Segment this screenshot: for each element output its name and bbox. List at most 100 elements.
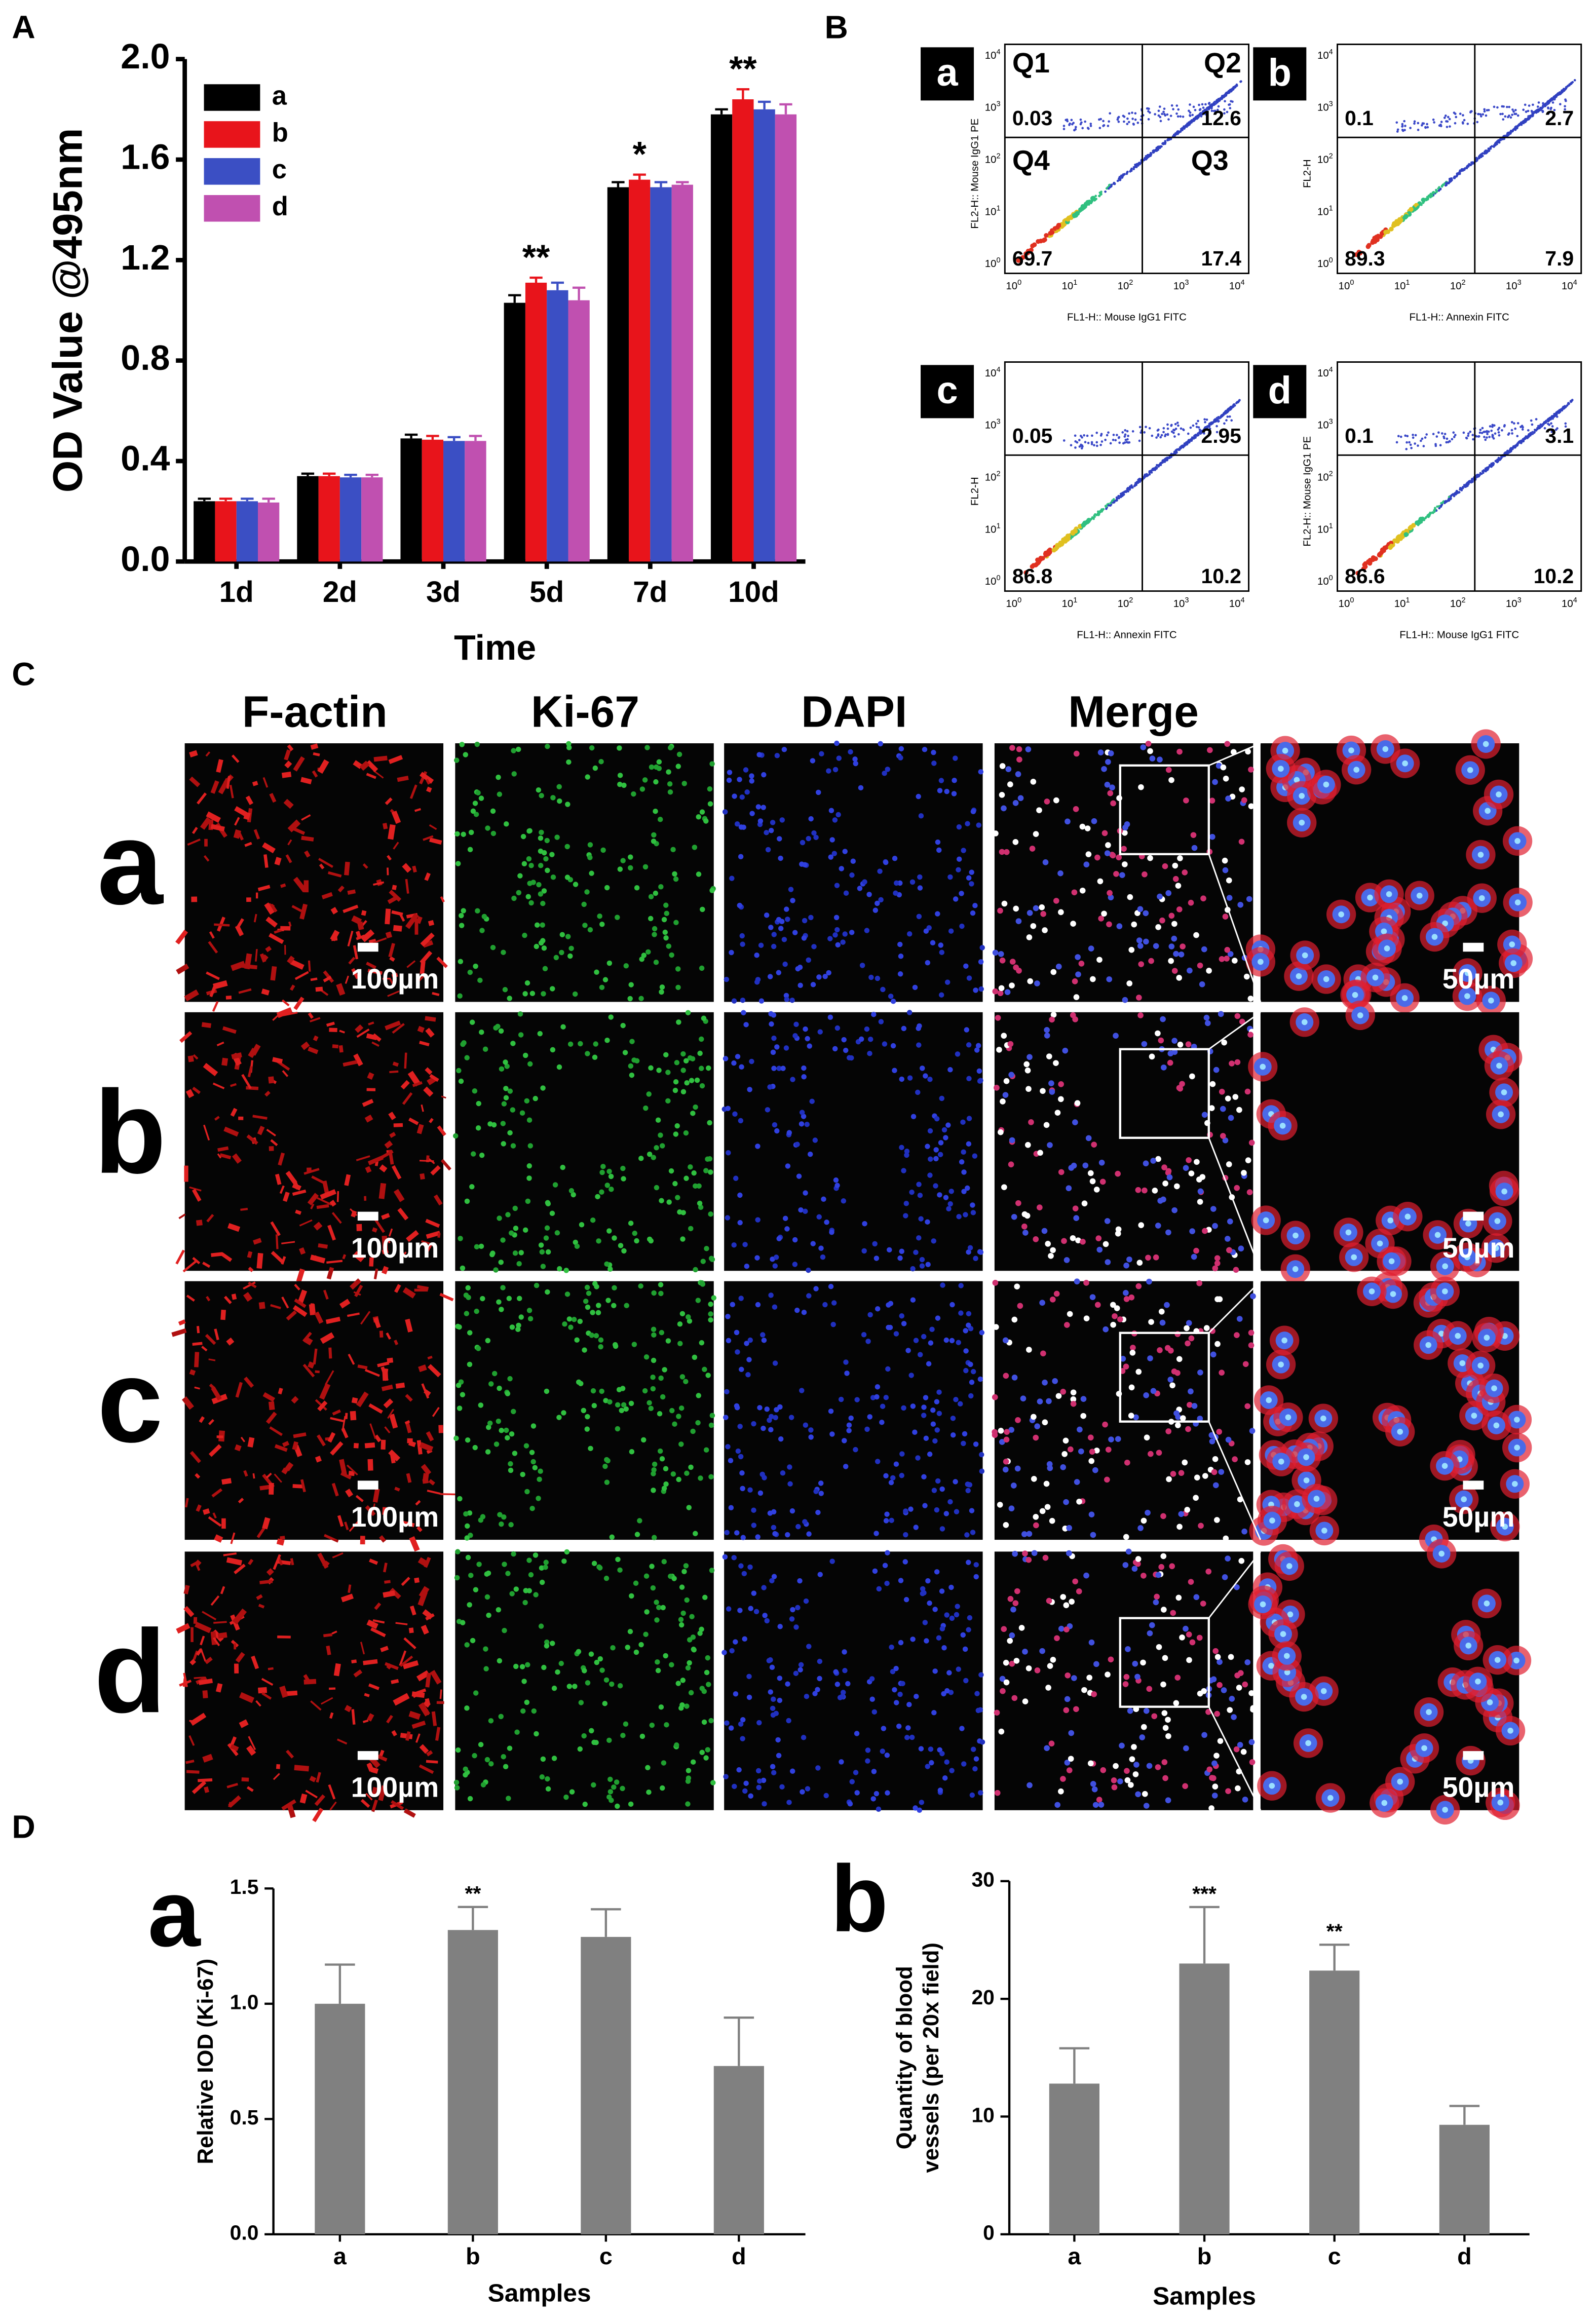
plot-letter-box [1253, 47, 1307, 101]
cell [311, 1175, 325, 1184]
cell [708, 1211, 713, 1217]
cell [786, 1130, 792, 1135]
cell [429, 1074, 439, 1082]
cell [1220, 764, 1227, 771]
bar [581, 1936, 631, 2234]
density-dot [1210, 107, 1213, 110]
density-dot [1108, 184, 1111, 186]
cell [783, 993, 789, 999]
cell [1212, 1223, 1218, 1229]
cell [593, 1041, 598, 1047]
cell [289, 984, 295, 991]
cell [365, 1505, 376, 1516]
cell [781, 747, 787, 752]
cell [541, 850, 547, 856]
error-bar [1189, 1906, 1220, 1964]
density-dot [1166, 433, 1169, 436]
density-dot [1413, 120, 1416, 123]
cell [463, 1511, 469, 1517]
cell [527, 828, 533, 833]
cell [703, 1447, 709, 1453]
density-dot [1157, 433, 1160, 436]
density-dot [1176, 422, 1179, 424]
cell [500, 1285, 506, 1290]
cell [246, 1134, 258, 1145]
cell [308, 960, 311, 972]
cell [585, 1051, 590, 1056]
cell [925, 1144, 930, 1149]
cell [654, 764, 659, 770]
cell [632, 1230, 637, 1236]
density-dot [1214, 109, 1217, 112]
cell [427, 1364, 441, 1378]
cell [1048, 1252, 1054, 1259]
cell [234, 817, 240, 826]
cell [665, 1070, 671, 1075]
tick-exponent: 0 [1329, 256, 1333, 264]
cell [859, 963, 865, 968]
cell [880, 986, 886, 993]
cell [1247, 1032, 1253, 1038]
quadrant-value: 17.4 [1201, 247, 1241, 270]
cell [772, 1263, 778, 1269]
cell [899, 1145, 904, 1150]
cell [1001, 1033, 1007, 1039]
y-tick-label: 100 [1317, 256, 1333, 270]
cell [596, 1303, 601, 1308]
cell [395, 1382, 405, 1389]
density-dot [1531, 423, 1534, 426]
cell [734, 821, 740, 827]
density-dot [1512, 110, 1515, 113]
cell [505, 1212, 511, 1218]
cell [485, 825, 490, 831]
cell [1053, 797, 1059, 804]
cell [651, 1535, 657, 1540]
cell [522, 991, 528, 997]
cell [883, 859, 889, 865]
density-dot [1421, 124, 1423, 127]
cell [956, 867, 961, 872]
cell [1210, 1206, 1217, 1212]
cell [497, 1215, 502, 1221]
cell [291, 905, 302, 912]
scale-bar-label: 50µm [1442, 1232, 1515, 1264]
cell [212, 1512, 217, 1519]
cell [906, 1010, 913, 1015]
density-dot [1551, 425, 1554, 428]
cell [1097, 749, 1104, 755]
cell [944, 788, 949, 794]
x-tick-label: 101 [1062, 279, 1078, 292]
cell [768, 925, 774, 930]
cell [205, 1334, 216, 1345]
cell [693, 1104, 698, 1110]
cell [615, 915, 620, 920]
cell [332, 1409, 341, 1416]
cell [656, 1068, 662, 1073]
bar [1049, 2083, 1099, 2234]
cell [556, 1064, 562, 1070]
cell [910, 1266, 916, 1272]
density-dot [1552, 112, 1554, 115]
cell [970, 1202, 975, 1208]
cell [918, 1216, 924, 1222]
density-dot [1502, 105, 1505, 108]
cell [1185, 1041, 1192, 1047]
cell [784, 906, 789, 912]
cell [294, 971, 309, 980]
cell [1119, 872, 1125, 879]
error-bar [325, 1963, 355, 2004]
nucleus [1478, 895, 1485, 901]
cell [1106, 921, 1112, 928]
cell [783, 1045, 789, 1051]
cell [1101, 910, 1107, 917]
cell [372, 1033, 382, 1042]
density-dot [1379, 231, 1385, 236]
cell [849, 1055, 854, 1061]
nucleus [1485, 808, 1491, 814]
cell [292, 1441, 298, 1451]
cell [467, 1330, 473, 1336]
cell [785, 1163, 791, 1169]
quadrant-value: 7.9 [1545, 247, 1574, 270]
cell [1041, 1228, 1048, 1234]
cell [1058, 1169, 1065, 1175]
